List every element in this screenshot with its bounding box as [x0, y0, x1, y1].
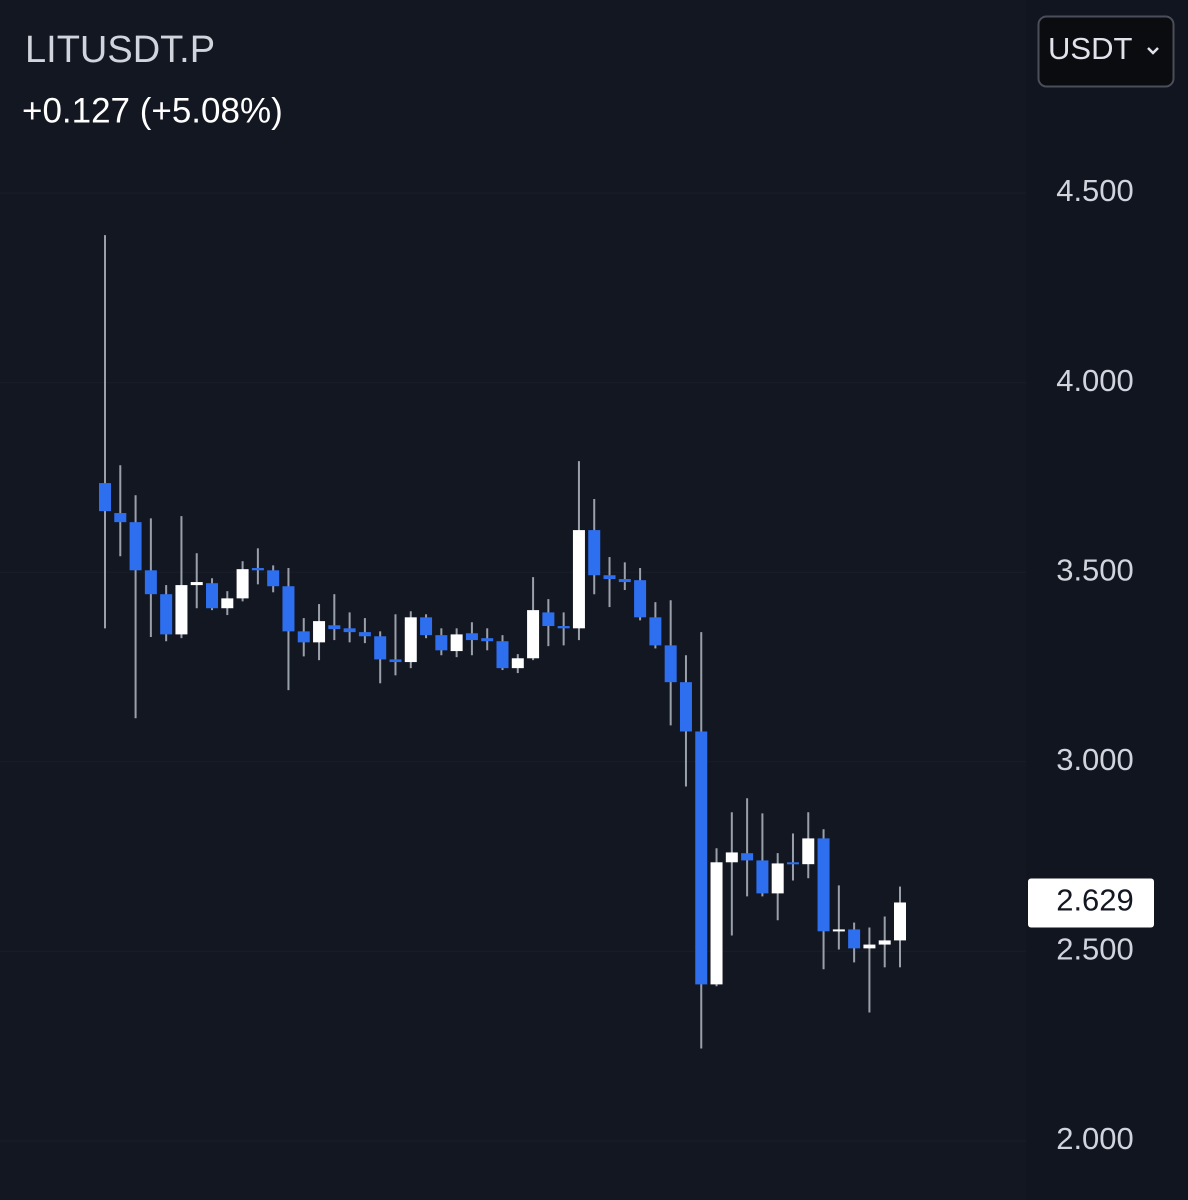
candles [99, 235, 906, 1049]
candle-body [817, 838, 830, 932]
candle-body [282, 586, 295, 632]
candle-body [695, 731, 708, 985]
candle-body [894, 902, 906, 941]
candle-body [863, 944, 876, 949]
candle-body [786, 862, 799, 865]
y-tick-label: 3.000 [1056, 742, 1134, 777]
candle-body [511, 658, 524, 669]
candle-body [557, 626, 570, 629]
price-axis [1026, 0, 1188, 1200]
candle-body [618, 579, 631, 583]
candle-body [741, 853, 754, 861]
price-change: +0.127 (+5.08%) [22, 91, 283, 130]
last-price-label: 2.629 [1056, 883, 1134, 918]
candle-body [664, 645, 677, 683]
candle-body [313, 621, 326, 643]
candle-body [679, 682, 692, 732]
candle-body [725, 852, 738, 863]
last-price-box [1028, 878, 1154, 928]
candle-body [99, 483, 111, 512]
y-axis: 4.500 4.000 3.500 3.000 2.500 2.000 2.629 [1028, 173, 1154, 1156]
candle-body [297, 631, 310, 643]
candle-body [710, 862, 723, 985]
candle-body [435, 635, 448, 651]
currency-button-frame[interactable] [1037, 15, 1175, 88]
candle-body [175, 585, 188, 635]
candle-body [878, 940, 891, 945]
candle-body [527, 610, 540, 659]
chevron-icon[interactable] [1147, 47, 1159, 55]
candle-body [802, 838, 815, 865]
candle-body [114, 513, 127, 523]
currency-button[interactable]: USDT [1037, 15, 1175, 88]
y-tick-label: 4.500 [1056, 173, 1134, 208]
candle-body [848, 929, 861, 949]
candle-body [542, 612, 555, 627]
candle-body [251, 568, 264, 571]
y-tick-label: 4.000 [1056, 363, 1134, 398]
candle-body [221, 598, 234, 609]
y-tick-label: 3.500 [1056, 552, 1134, 587]
candle-body [756, 860, 769, 894]
candle-body [129, 522, 142, 571]
candle-body [603, 575, 616, 580]
candle-body [634, 580, 647, 618]
symbol-title: LITUSDT.P [25, 29, 215, 71]
candle-body [389, 659, 402, 663]
candle-body [588, 530, 601, 576]
candle-body [420, 617, 433, 636]
candle-body [496, 641, 509, 669]
candle-body [160, 594, 173, 635]
candle-body [343, 628, 356, 633]
candle-body [190, 582, 203, 586]
candle-body [481, 638, 494, 642]
candle-body [771, 863, 784, 894]
candle-body [572, 530, 585, 629]
candle-body [832, 929, 845, 932]
candle-body [649, 617, 662, 646]
currency-label[interactable]: USDT [1048, 31, 1132, 66]
candle-body [358, 632, 371, 637]
y-tick-label: 2.500 [1056, 932, 1134, 967]
candle-body [450, 634, 463, 652]
candle-body [465, 633, 478, 641]
y-tick-label: 2.000 [1056, 1121, 1134, 1156]
candle-body [236, 569, 249, 599]
candle-body [404, 617, 417, 663]
candle-body [328, 625, 341, 630]
candle-body [206, 583, 219, 609]
candle-body [374, 636, 387, 660]
candle-body [144, 570, 157, 595]
candle-body [267, 570, 280, 587]
